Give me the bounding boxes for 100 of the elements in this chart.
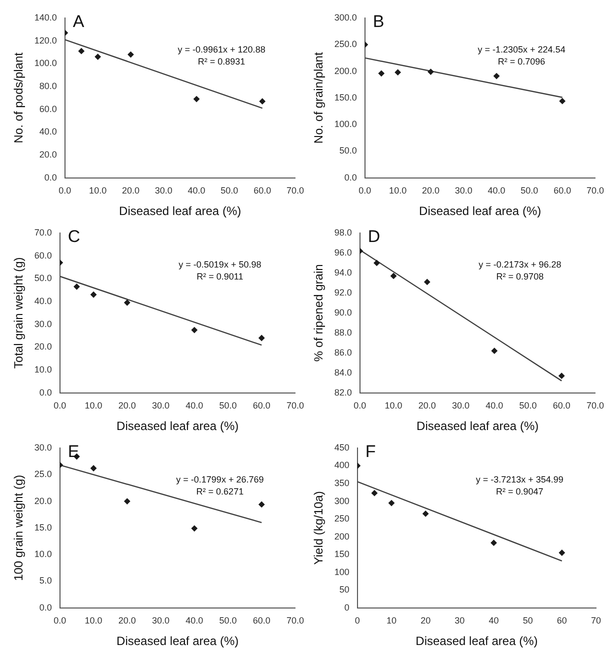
x-tick-label: 20 bbox=[420, 616, 431, 626]
y-tick-label: 92.0 bbox=[334, 287, 352, 298]
x-axis-title: Diseased leaf area (%) bbox=[116, 419, 239, 434]
y-tick-label: 50.0 bbox=[339, 146, 357, 156]
y-tick-label: 150 bbox=[334, 549, 350, 560]
x-axis-title: Diseased leaf area (%) bbox=[416, 634, 538, 648]
x-tick-label: 40.0 bbox=[186, 616, 204, 626]
x-tick-label: 30.0 bbox=[154, 186, 172, 196]
point bbox=[259, 98, 266, 105]
annotation: y = -3.7213x + 354.99 bbox=[476, 474, 564, 484]
annotation: y = -0.2173x + 96.28 bbox=[478, 259, 562, 270]
point bbox=[124, 299, 130, 306]
y-tick-label: 5.0 bbox=[39, 576, 52, 586]
y-axis-title: % of ripened grain bbox=[312, 264, 326, 362]
x-tick-label: 0.0 bbox=[54, 616, 66, 626]
x-tick-label: 0.0 bbox=[54, 400, 66, 411]
point bbox=[493, 72, 500, 80]
x-tick-label: 0.0 bbox=[58, 186, 72, 196]
y-tick-label: 250.0 bbox=[334, 39, 357, 50]
chart-title: C bbox=[68, 227, 80, 246]
point bbox=[422, 510, 429, 517]
chart-title: A bbox=[72, 12, 85, 32]
y-tick-label: 98.0 bbox=[334, 227, 352, 238]
annotation: R² = 0.6271 bbox=[196, 486, 244, 496]
y-tick-label: 400 bbox=[334, 460, 350, 470]
y-tick-label: 86.0 bbox=[334, 347, 352, 358]
y-axis-title: 100 grain weight (g) bbox=[12, 474, 26, 581]
x-tick-label: 10.0 bbox=[84, 400, 102, 411]
y-tick-label: 120.0 bbox=[34, 35, 57, 46]
x-tick-label: 0.0 bbox=[358, 186, 372, 196]
x-tick-label: 30 bbox=[454, 616, 465, 626]
annotation: y = -0.1799x + 26.769 bbox=[176, 474, 264, 484]
y-tick-label: 10.0 bbox=[34, 549, 52, 560]
x-tick-label: 20.0 bbox=[122, 186, 140, 196]
point bbox=[90, 291, 97, 298]
point bbox=[371, 490, 378, 496]
x-tick-label: 50.0 bbox=[219, 400, 237, 411]
x-tick-label: 50 bbox=[522, 616, 533, 626]
x-tick-label: 50.0 bbox=[519, 400, 537, 411]
x-tick-label: 60.0 bbox=[252, 616, 270, 626]
x-tick-label: 40.0 bbox=[186, 400, 204, 411]
x-tick-label: 10.0 bbox=[84, 616, 102, 626]
x-tick-label: 40.0 bbox=[488, 186, 506, 196]
point bbox=[94, 54, 102, 60]
point bbox=[428, 68, 434, 75]
x-axis-title: Diseased leaf area (%) bbox=[419, 204, 542, 218]
point bbox=[491, 348, 498, 354]
point bbox=[193, 96, 200, 102]
y-tick-label: 40.0 bbox=[34, 296, 52, 306]
x-tick-label: 60.0 bbox=[252, 400, 270, 411]
x-tick-label: 60.0 bbox=[554, 186, 572, 196]
y-tick-label: 300.0 bbox=[334, 12, 357, 22]
x-tick-label: 10.0 bbox=[89, 186, 107, 196]
point bbox=[388, 500, 395, 506]
x-tick-label: 10.0 bbox=[389, 186, 407, 196]
point bbox=[374, 260, 380, 266]
x-tick-label: 70.0 bbox=[586, 400, 604, 411]
point bbox=[258, 501, 265, 508]
point bbox=[558, 372, 565, 380]
x-tick-label: 20.0 bbox=[118, 616, 136, 626]
y-tick-label: 96.0 bbox=[334, 247, 352, 258]
y-tick-label: 94.0 bbox=[334, 267, 352, 278]
x-tick-label: 30.0 bbox=[152, 616, 170, 626]
y-tick-label: 140.0 bbox=[34, 12, 57, 22]
y-tick-label: 0.0 bbox=[39, 387, 52, 398]
point bbox=[124, 498, 130, 504]
x-tick-label: 30.0 bbox=[452, 400, 470, 411]
chart-title: B bbox=[372, 12, 384, 32]
annotation: R² = 0.7096 bbox=[498, 56, 546, 66]
point bbox=[191, 326, 198, 334]
chart-title: E bbox=[68, 442, 80, 462]
y-tick-label: 0.0 bbox=[344, 172, 357, 182]
point bbox=[490, 540, 497, 546]
y-tick-label: 0.0 bbox=[39, 602, 52, 612]
point bbox=[390, 272, 397, 280]
x-tick-label: 40 bbox=[488, 616, 499, 626]
point bbox=[191, 525, 198, 532]
x-tick-label: 70.0 bbox=[286, 616, 304, 626]
y-tick-label: 350 bbox=[334, 478, 350, 488]
y-axis-title: Total grain weight (g) bbox=[12, 257, 26, 369]
y-tick-label: 70.0 bbox=[34, 227, 52, 238]
y-tick-label: 10.0 bbox=[34, 364, 52, 374]
chart-title: D bbox=[368, 227, 380, 246]
y-tick-label: 200.0 bbox=[334, 66, 357, 76]
x-tick-label: 70.0 bbox=[586, 186, 604, 196]
y-axis-title: No. of grain/plant bbox=[312, 52, 326, 144]
x-tick-label: 40.0 bbox=[486, 400, 504, 411]
chart-title: F bbox=[365, 442, 376, 462]
annotation: R² = 0.8931 bbox=[198, 56, 246, 66]
y-tick-label: 15.0 bbox=[34, 522, 52, 532]
annotation: y = -0.9961x + 120.88 bbox=[178, 44, 266, 54]
y-tick-label: 100.0 bbox=[334, 119, 357, 130]
x-tick-label: 40.0 bbox=[188, 186, 206, 196]
y-tick-label: 0 bbox=[344, 602, 350, 612]
y-tick-label: 82.0 bbox=[334, 387, 352, 398]
x-tick-label: 70.0 bbox=[286, 400, 304, 411]
y-tick-label: 100 bbox=[334, 566, 350, 577]
y-tick-label: 60.0 bbox=[39, 104, 57, 114]
annotation: R² = 0.9047 bbox=[496, 486, 544, 496]
x-tick-label: 70.0 bbox=[286, 186, 304, 196]
